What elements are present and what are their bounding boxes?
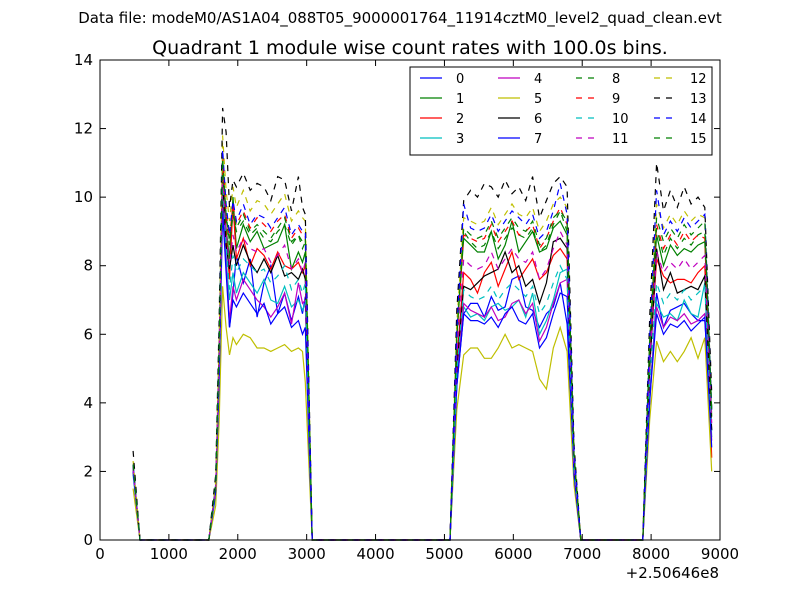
legend-label-1: 1: [456, 92, 464, 107]
x-tick-label: 5000: [425, 545, 463, 563]
x-tick-label: 0: [95, 545, 105, 563]
figure-suptitle: Data file: modeM0/AS1A04_088T05_90000017…: [78, 9, 722, 27]
y-tick-label: 0: [83, 531, 93, 549]
y-tick-label: 8: [83, 257, 93, 275]
axes-frame: [99, 59, 721, 541]
legend-label-13: 13: [690, 92, 707, 107]
y-tick-label: 2: [83, 462, 93, 480]
x-tick-label: 6000: [494, 545, 532, 563]
legend-label-5: 5: [534, 92, 542, 107]
y-tick-label: 4: [83, 394, 93, 412]
x-tick-label: 2000: [219, 545, 257, 563]
legend-label-11: 11: [612, 132, 629, 147]
x-axis-offset-label: +2.50646e8: [626, 564, 719, 582]
legend-label-3: 3: [456, 132, 464, 147]
tick-layer: 0 1000 2000 3000 4000 5000 6000 7000 8000 9000 0 2 4…: [74, 51, 739, 563]
legend-label-9: 9: [612, 92, 620, 107]
legend-label-12: 12: [690, 72, 707, 87]
legend-label-2: 2: [456, 112, 464, 127]
legend-box: [409, 66, 713, 156]
y-tick-label: 14: [74, 51, 93, 69]
x-tick-label: 3000: [288, 545, 326, 563]
legend-label-4: 4: [534, 72, 542, 87]
legend-label-8: 8: [612, 72, 620, 87]
legend-label-7: 7: [534, 132, 542, 147]
x-tick-label: 1000: [150, 545, 188, 563]
legend-label-14: 14: [690, 112, 707, 127]
chart-title: Quadrant 1 module wise count rates with …: [152, 37, 668, 59]
legend-label-15: 15: [690, 132, 707, 147]
legend-label-6: 6: [534, 112, 542, 127]
x-tick-label: 7000: [563, 545, 601, 563]
x-tick-label: 8000: [632, 545, 670, 563]
x-tick-label: 4000: [356, 545, 394, 563]
x-tick-label: 9000: [701, 545, 739, 563]
series-line-12: [132, 135, 713, 541]
y-tick-label: 10: [74, 188, 93, 206]
y-tick-label: 6: [83, 325, 93, 343]
legend-label-10: 10: [612, 112, 629, 127]
series-layer: [132, 107, 713, 541]
legend-label-0: 0: [456, 72, 464, 87]
y-tick-label: 12: [74, 120, 93, 138]
